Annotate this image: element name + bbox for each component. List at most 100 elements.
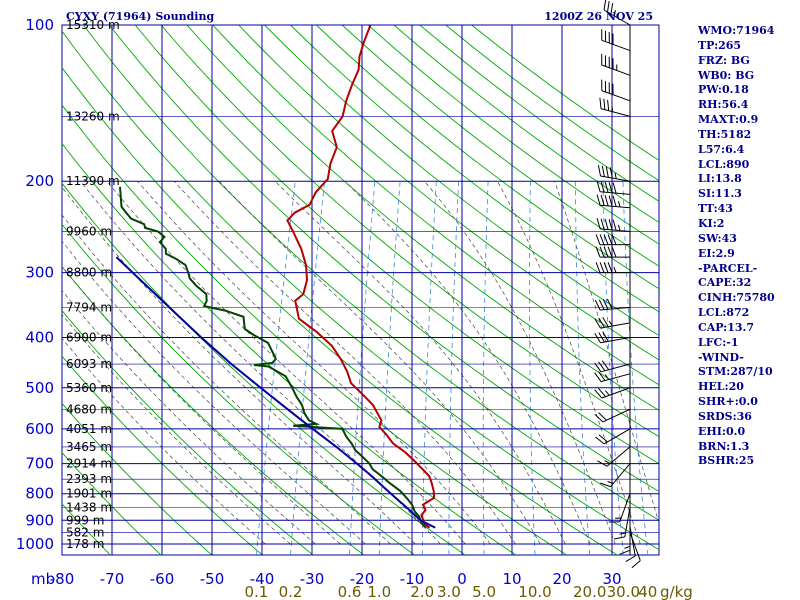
moist-adiabat [497,181,641,545]
index-item: CAP:13.7 [698,320,755,334]
wind-barb [625,526,636,563]
wind-barb-flag [598,299,605,310]
dry-adiabat [108,25,659,493]
mixing-ratio-tick-label: 30.0 [607,583,640,600]
height-label: 6093 m [66,357,112,371]
wind-barb-flag [594,299,601,311]
wind-barb-half-flag [605,390,610,396]
temperature-tick-label: 30 [602,570,621,588]
index-item: FRZ: BG [698,53,750,67]
index-item: MAXT:0.9 [698,113,759,127]
wind-barb [597,446,631,467]
mixing-ratio-line [575,181,591,555]
wind-barb [601,29,631,52]
moist-adiabat [218,180,541,545]
pressure-tick-label: 700 [25,455,54,473]
mixing-ratio-line [529,181,536,555]
wind-barb [595,246,631,258]
index-item: -PARCEL- [698,261,758,275]
wind-barb [619,520,631,555]
wind-barb-flag [599,246,605,258]
wind-barb-flag [595,234,601,245]
valid-time: 1200Z 26 NOV 25 [544,10,653,23]
wind-barb-flag [594,413,604,423]
wind-barb [629,532,641,569]
wind-barb-shaft [602,408,631,423]
height-label: 3465 m [66,440,112,454]
temperature-tick-label: -50 [200,570,225,588]
mixing-ratio-line [482,181,489,555]
index-item: TT:43 [698,202,733,216]
wind-barb [599,97,631,117]
dry-adiabat [62,266,365,555]
height-label: 1901 m [66,487,112,501]
wind-barb-flag [613,536,625,540]
wind-barb-flag [598,361,606,371]
wind-barb-shaft [629,526,636,557]
wind-barb-flag [595,436,605,445]
wind-barb-flag [600,194,605,206]
pressure-axis-labels: 100 200 300 400 500 600 700 800 900 1000 [16,16,54,553]
data-series [115,25,436,529]
mixing-ratio-tick-label: 5.0 [472,583,496,600]
wind-barb-shaft [606,446,631,467]
wind-barb-flag [600,482,611,488]
wind-barb-shaft [624,507,631,537]
wind-barb-flag [612,219,617,231]
height-label: 4051 m [66,422,112,436]
wind-barb-flag [603,234,609,245]
wind-barb-half-flag [617,200,621,208]
wind-barb-flag [595,246,601,258]
height-label: 13260 m [66,109,120,123]
wind-barb-flag [604,195,609,207]
index-item: BSHR:25 [698,454,755,468]
wind-barb-shaft [600,191,631,195]
temperature-tick-label: -80 [50,570,75,588]
wind-barb [594,317,631,329]
dry-adiabat [367,25,659,245]
index-item: TP:265 [698,38,742,52]
wind-barb-half-flag [608,320,613,327]
mixing-ratio-line [378,181,401,555]
wind-barb-flag [598,434,608,443]
wind-barb-flag [607,246,613,258]
wind-barb-flag [596,181,601,192]
index-item: KI:2 [698,216,725,230]
wind-barb-shaft [601,64,631,76]
wind-barb-flag [607,1,610,13]
temperature-tick-label: -30 [300,570,325,588]
wind-barb-flag [603,246,609,258]
wind-barb-flag [603,262,609,273]
wind-barb-flag [598,387,606,398]
height-label: 2393 m [66,472,112,486]
index-item: LFC:-1 [698,335,739,349]
wind-barb-flag [606,298,613,310]
wind-barb-flag [594,318,601,329]
dewpoint-trace [119,186,427,529]
height-label: 5360 m [66,381,112,395]
sounding-indices: WMO:71964 TP:265 FRZ: BG WB0: BG PW:0.18 RH:5… [698,24,775,469]
wind-barb-flag [608,195,613,207]
height-labels: 15310 m 13260 m 11390 m 9960 m 8800 m 7794 m 6… [66,18,120,551]
wind-barb-flag [601,165,605,177]
mixing-ratio-tick-label: 0.1 [244,583,268,600]
wind-barb-shaft [601,39,631,52]
wind-barb-shaft [603,9,631,26]
wind-barb-flag [594,372,602,382]
index-item: STM:287/10 [698,365,773,379]
wind-barb-shaft [600,306,631,311]
mixing-ratio-lines [256,181,649,555]
wind-barb [594,331,631,344]
wind-barbs [594,0,641,569]
pressure-tick-label: 800 [25,485,54,503]
wind-barb-flag [594,362,602,373]
wind-barb-flag [597,165,601,177]
wind-barb-half-flag [613,266,617,273]
wind-barb-shaft [610,463,631,487]
wind-barb-flag [607,262,613,273]
mixing-ratio-line [622,181,649,555]
wind-barb-shaft [600,228,631,233]
pressure-tick-label: 100 [25,16,54,34]
dry-adiabat [62,503,111,555]
mixing-ratio-tick-label: 0.2 [279,583,303,600]
